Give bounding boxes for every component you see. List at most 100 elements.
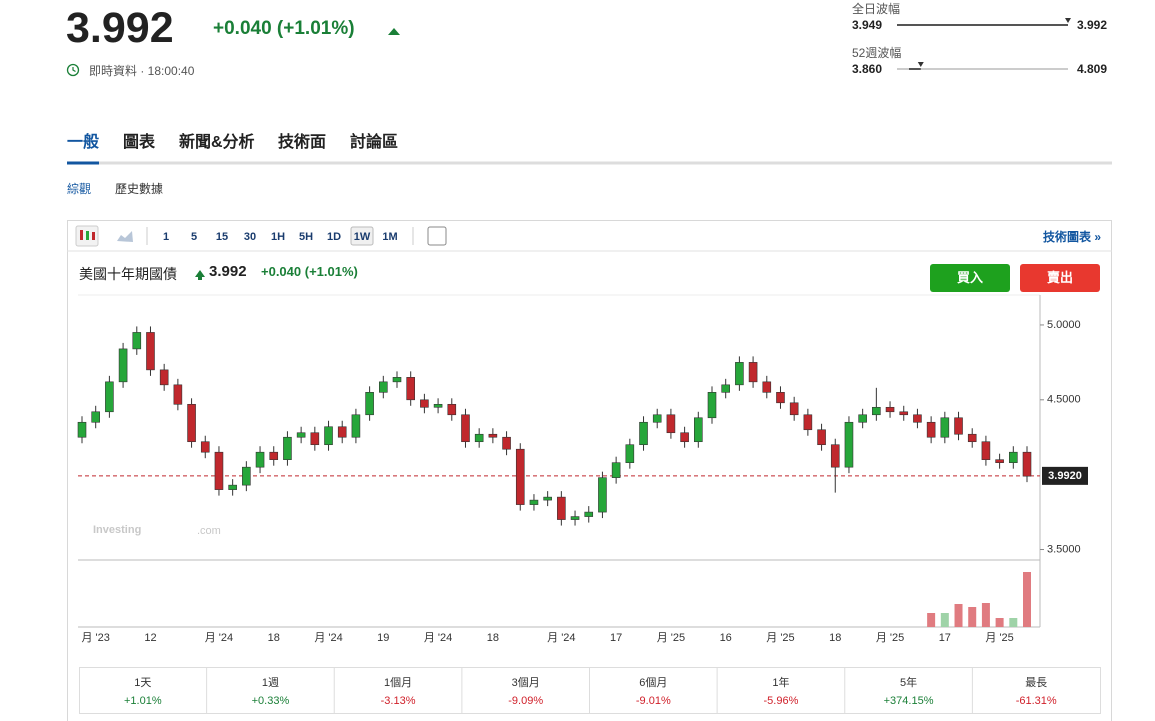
- candle-body: [406, 377, 415, 401]
- layout-tool: [427, 226, 447, 246]
- candle-body: [187, 403, 196, 443]
- candle-body: [817, 429, 826, 446]
- range-label: 52週波幅: [852, 46, 902, 60]
- interval[interactable]: 15: [216, 231, 228, 243]
- x-tick-label: 月 '24: [205, 632, 233, 644]
- perf-period: 1週: [262, 676, 279, 689]
- candle-body: [392, 377, 402, 383]
- candle-body: [118, 348, 128, 383]
- perf-period: 1個月: [384, 676, 412, 689]
- x-tick-label: 18: [268, 632, 280, 644]
- candle-body: [872, 406, 881, 416]
- tab[interactable]: 技術面: [278, 134, 327, 151]
- candle-body: [981, 441, 991, 460]
- perf-change: -5.96%: [764, 695, 799, 707]
- tab[interactable]: 一般: [67, 134, 100, 151]
- subtab[interactable]: 歷史數據: [115, 182, 164, 196]
- chart-price: 3.992: [209, 263, 247, 280]
- clock-hand: [72, 67, 76, 73]
- candle-body: [146, 332, 155, 371]
- interval[interactable]: 5: [191, 231, 197, 243]
- perf-period: 1天: [134, 677, 151, 689]
- perf-period: 5年: [900, 675, 917, 689]
- buy-button[interactable]: 買入: [930, 264, 1010, 292]
- x-tick-label: 月 '25: [766, 632, 794, 644]
- candle-body: [803, 414, 813, 431]
- interval[interactable]: 1H: [271, 231, 285, 243]
- candle-body: [967, 433, 977, 443]
- interval[interactable]: 1M: [382, 231, 397, 243]
- candle-body: [844, 421, 854, 468]
- candle-body: [214, 451, 224, 490]
- price-change: +0.040 (+1.01%): [213, 18, 355, 39]
- x-tick-label: 18: [829, 632, 841, 644]
- candle-body: [954, 417, 963, 435]
- watermark-suffix: .com: [197, 525, 221, 537]
- candle-body: [707, 392, 717, 419]
- up-arrow: [388, 28, 400, 35]
- x-tick-label: 月 '23: [81, 632, 109, 644]
- x-tick-label: 12: [144, 632, 156, 644]
- perf-change: -3.13%: [381, 695, 416, 707]
- candle-body: [830, 444, 840, 468]
- candle-body: [337, 426, 347, 438]
- x-tick-label: 17: [939, 632, 951, 644]
- interval[interactable]: 1W: [354, 231, 371, 243]
- tab[interactable]: 討論區: [350, 134, 399, 151]
- x-tick-label: 17: [610, 632, 622, 644]
- perf-change: +0.33%: [252, 695, 290, 707]
- candle-body: [529, 499, 539, 505]
- volume-bar: [954, 604, 963, 627]
- candle-body: [694, 417, 703, 443]
- candle-body: [940, 417, 950, 438]
- candle-body: [310, 432, 320, 446]
- perf-period: 3個月: [512, 676, 540, 689]
- candle-body: [735, 362, 744, 386]
- interval[interactable]: 1D: [327, 231, 341, 243]
- volume-bar: [927, 613, 936, 627]
- candle-body: [899, 411, 909, 416]
- candle-body: [228, 484, 237, 490]
- candle-body: [748, 362, 758, 383]
- candle-body: [666, 414, 676, 434]
- candle-body: [324, 426, 333, 446]
- tech-chart-link[interactable]: 技術圖表 »: [1043, 230, 1102, 244]
- range-high: 3.992: [1077, 18, 1108, 32]
- range-marker: [1065, 18, 1071, 23]
- time-label: 即時資料 · 18:00:40: [89, 64, 195, 78]
- volume-bar: [981, 603, 990, 627]
- last-price-box: [1042, 466, 1088, 485]
- title-arrow: [195, 270, 205, 277]
- y-tick-label: 3.5000: [1047, 543, 1081, 555]
- last-price-label: 3.9920: [1048, 470, 1082, 482]
- sell-button[interactable]: 賣出: [1020, 264, 1100, 292]
- candle-body: [242, 466, 251, 486]
- y-tick-label: 4.5000: [1047, 394, 1081, 406]
- tool-glyph: [92, 232, 95, 240]
- tool-glyph: [80, 230, 83, 240]
- candle-body: [502, 436, 511, 450]
- tab[interactable]: 圖表: [123, 134, 156, 151]
- candle-body: [433, 403, 443, 408]
- interval[interactable]: 30: [244, 231, 256, 243]
- candle-body: [488, 433, 498, 438]
- subtab[interactable]: 綜觀: [67, 182, 92, 196]
- candle-body: [365, 392, 374, 416]
- candle-body: [283, 436, 292, 460]
- price: 3.992: [66, 4, 174, 52]
- interval[interactable]: 5H: [299, 231, 313, 243]
- interval[interactable]: 1: [163, 231, 169, 243]
- x-tick-label: 月 '25: [985, 632, 1013, 644]
- volume-bar: [1023, 572, 1031, 627]
- volume-bar: [968, 607, 977, 627]
- x-tick-label: 16: [720, 632, 732, 644]
- volume-bar: [995, 618, 1004, 627]
- candle-body: [680, 432, 689, 443]
- chart-title: 美國十年期國債: [79, 266, 177, 282]
- candle-body: [269, 451, 279, 460]
- candle-body: [255, 451, 265, 468]
- tab[interactable]: 新聞&分析: [179, 134, 255, 151]
- perf-change: -9.09%: [508, 695, 543, 707]
- candle-body: [420, 399, 429, 408]
- range-label: 全日波幅: [852, 2, 901, 16]
